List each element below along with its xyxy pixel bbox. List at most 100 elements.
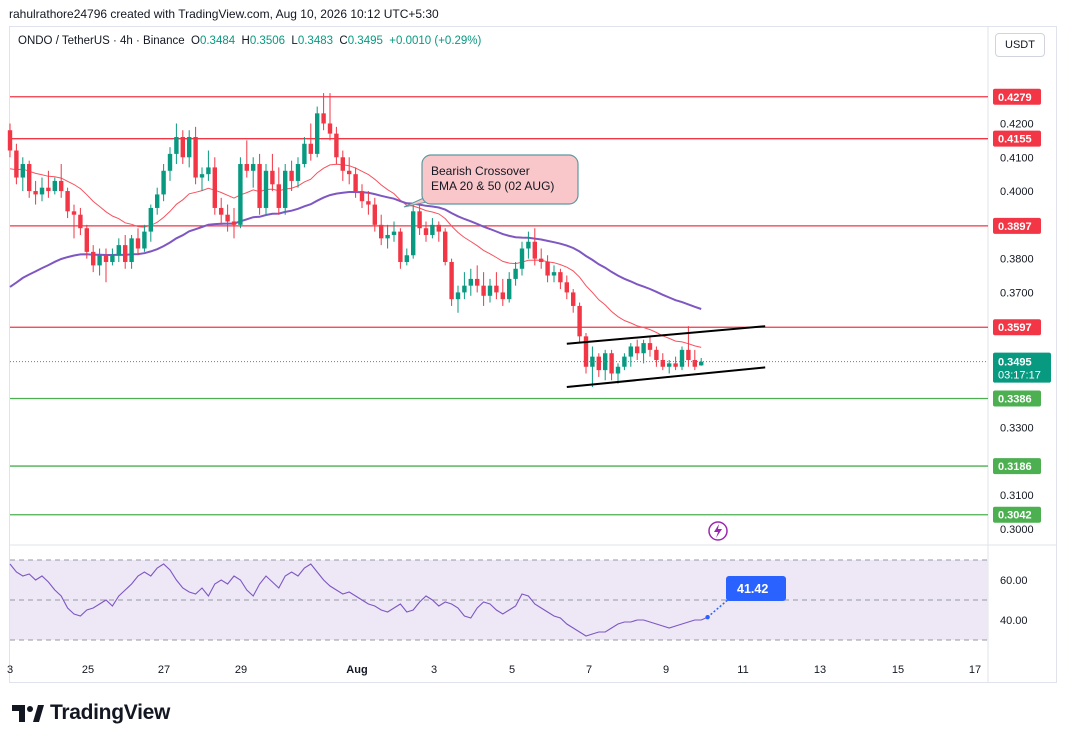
candle-body: [251, 164, 256, 171]
annotation-line-1: Bearish Crossover: [431, 164, 530, 178]
support-tag: [993, 390, 1041, 407]
rsi-tick-label: 60.00: [1000, 575, 1028, 587]
time-tick-label: 13: [814, 664, 826, 676]
candle-body: [193, 136, 198, 178]
candle-body: [494, 285, 499, 293]
candle-body: [327, 123, 333, 134]
candle-body: [615, 366, 621, 374]
candle-body: [545, 262, 550, 276]
candle-body: [359, 191, 365, 202]
resistance-label: 0.4279: [998, 92, 1032, 104]
price-tick-label: 0.4200: [1000, 118, 1034, 130]
candle-body: [500, 292, 505, 300]
candle-body: [417, 211, 422, 229]
candle-body: [443, 231, 448, 263]
symbol-legend: ONDO / TetherUS · 4h · Binance O0.3484 H…: [18, 35, 481, 47]
candle-body: [692, 359, 697, 367]
candle-body: [46, 187, 51, 192]
candle-body: [404, 255, 409, 263]
candle-body: [219, 207, 224, 215]
resistance-label: 0.4155: [998, 134, 1032, 146]
currency-button[interactable]: USDT: [995, 33, 1045, 57]
candle-body: [7, 130, 13, 151]
time-tick-label: 15: [892, 664, 904, 676]
candle-body: [366, 201, 371, 205]
candle-body: [372, 204, 377, 225]
candle-body: [33, 191, 38, 195]
support-tag: [993, 506, 1041, 523]
candle-body: [679, 349, 685, 367]
candle-body: [551, 272, 557, 276]
candle-body: [123, 245, 128, 263]
candle-body: [276, 184, 281, 208]
candle-body: [699, 361, 704, 366]
candle-body: [27, 164, 32, 192]
candle-body: [667, 363, 672, 367]
candle-body: [302, 143, 307, 165]
candle-body: [647, 343, 653, 350]
price-tick-label: 0.4100: [1000, 152, 1034, 164]
time-tick-label: 11: [737, 664, 748, 676]
candle-body: [212, 167, 217, 208]
price-tick-label: 0.3800: [1000, 254, 1034, 266]
close-label: C: [339, 35, 348, 47]
candle-body: [481, 285, 486, 296]
time-tick-label: 29: [235, 664, 247, 676]
open-value: 0.3484: [199, 35, 236, 47]
candle-body: [430, 224, 435, 235]
candle-body: [468, 278, 473, 286]
time-tick-label: 17: [969, 664, 981, 676]
candle-body: [519, 248, 525, 269]
candle-body: [116, 245, 121, 256]
last-price-label: 0.3495: [998, 357, 1032, 369]
candle-body: [462, 285, 467, 293]
candle-body: [334, 133, 339, 158]
candle-body: [391, 231, 397, 235]
support-label: 0.3386: [998, 394, 1032, 406]
price-tick-label: 0.3000: [1000, 524, 1034, 536]
channel-upper-line: [566, 325, 766, 345]
candle-body: [487, 285, 493, 296]
candle-body: [385, 234, 390, 239]
time-tick-label: 9: [663, 664, 669, 676]
candle-body: [167, 153, 173, 171]
price-tick-label: 0.3700: [1000, 287, 1034, 299]
tradingview-wordmark: TradingView: [50, 701, 171, 724]
candle-body: [526, 241, 531, 249]
candle-body: [315, 113, 320, 154]
price-tick-label: 0.4000: [1000, 186, 1034, 198]
time-tick-label: 25: [82, 664, 94, 676]
candle-body: [654, 349, 659, 360]
candle-body: [103, 255, 109, 263]
candle-body: [564, 282, 569, 293]
candle-body: [14, 150, 19, 178]
candle-body: [583, 336, 589, 367]
candle-body: [129, 238, 134, 263]
candle-body: [97, 255, 102, 266]
candle-body: [263, 170, 269, 208]
candle-body: [225, 214, 230, 222]
rsi-tick-label: 40.00: [1000, 615, 1028, 627]
candle-body: [622, 356, 627, 367]
candle-body: [596, 356, 601, 371]
resistance-tag: [993, 319, 1041, 336]
high-label: H: [241, 35, 250, 47]
candle-body: [199, 174, 205, 178]
candle-body: [59, 180, 64, 192]
candle-body: [142, 231, 147, 249]
price-tick-label: 0.3300: [1000, 423, 1034, 435]
candle-body: [180, 136, 185, 158]
annotation-line-2: EMA 20 & 50 (02 AUG): [431, 179, 554, 193]
rsi-value-badge: [726, 576, 786, 601]
candle-body: [244, 164, 249, 171]
candle-body: [148, 207, 153, 232]
last-price-tag: [993, 352, 1051, 383]
candle-body: [161, 170, 166, 195]
resistance-tag: [993, 217, 1041, 234]
chart-frame: [9, 26, 1057, 683]
candle-body: [449, 262, 454, 300]
candle-body: [135, 238, 141, 249]
candle-body: [283, 170, 288, 208]
channel-lower-line: [566, 366, 766, 389]
